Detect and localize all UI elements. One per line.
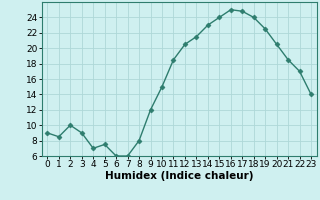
X-axis label: Humidex (Indice chaleur): Humidex (Indice chaleur): [105, 171, 253, 181]
